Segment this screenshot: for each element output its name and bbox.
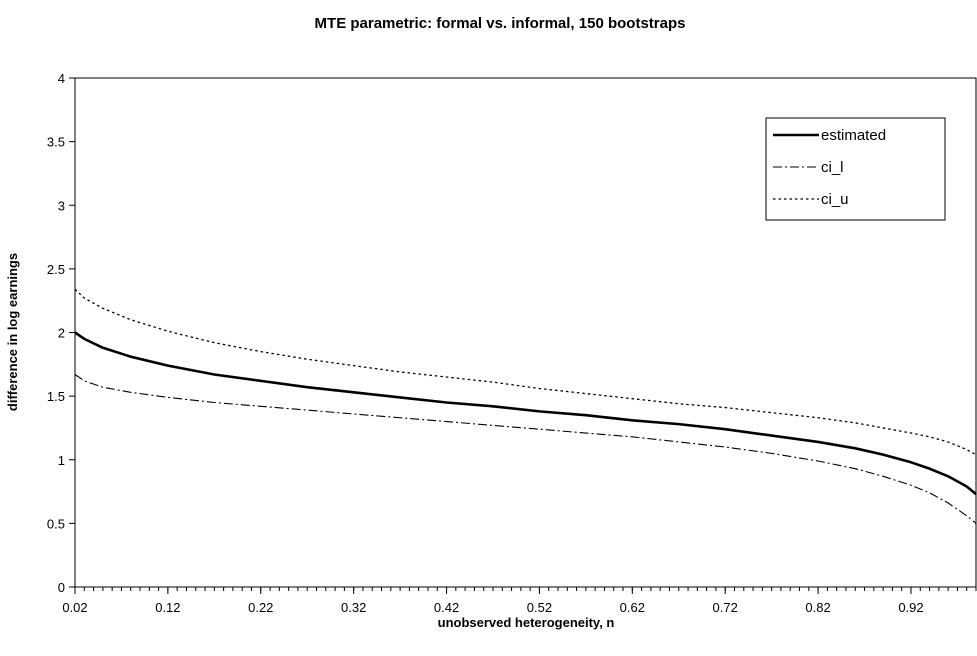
- y-tick-label: 3: [58, 198, 65, 213]
- x-tick-label: 0.22: [248, 600, 273, 615]
- y-axis-ticks: 0 0.5 1 1.5 2 2.5 3 3.5 4: [47, 71, 75, 595]
- x-tick-label: 0.02: [62, 600, 87, 615]
- x-tick-label: 0.32: [341, 600, 366, 615]
- y-tick-label: 2: [58, 326, 65, 341]
- series-lines: [74, 288, 977, 524]
- y-tick-label: 1.5: [47, 389, 65, 404]
- x-axis-ticks: 0.02 0.12 0.22 0.32 0.42 0.52 0.62 0.72 0.82 0.92: [62, 587, 924, 615]
- x-axis-label: unobserved heterogeneity, n: [438, 615, 615, 630]
- y-axis-label: difference in log earnings: [5, 253, 20, 411]
- chart-title: MTE parametric: formal vs. informal, 150…: [315, 15, 686, 32]
- x-tick-label: 0.82: [805, 600, 830, 615]
- series-line-ci-l: [74, 374, 977, 524]
- x-tick-label: 0.12: [155, 600, 180, 615]
- legend-label-ci-u: ci_u: [821, 191, 849, 208]
- legend: estimated ci_l ci_u: [765, 117, 946, 221]
- series-line-estimated: [74, 331, 977, 496]
- y-tick-label: 4: [58, 71, 65, 86]
- legend-label-ci-l: ci_l: [821, 159, 844, 176]
- x-tick-label: 0.62: [620, 600, 645, 615]
- y-tick-label: 0.5: [47, 516, 65, 531]
- y-tick-label: 3.5: [47, 135, 65, 150]
- x-tick-label: 0.92: [898, 600, 923, 615]
- x-tick-label: 0.72: [713, 600, 738, 615]
- legend-label-estimated: estimated: [821, 127, 886, 144]
- y-tick-label: 2.5: [47, 262, 65, 277]
- x-minor-ticks: [74, 587, 977, 591]
- x-tick-label: 0.52: [527, 600, 552, 615]
- y-tick-label: 0: [58, 580, 65, 595]
- y-tick-label: 1: [58, 453, 65, 468]
- x-tick-label: 0.42: [434, 600, 459, 615]
